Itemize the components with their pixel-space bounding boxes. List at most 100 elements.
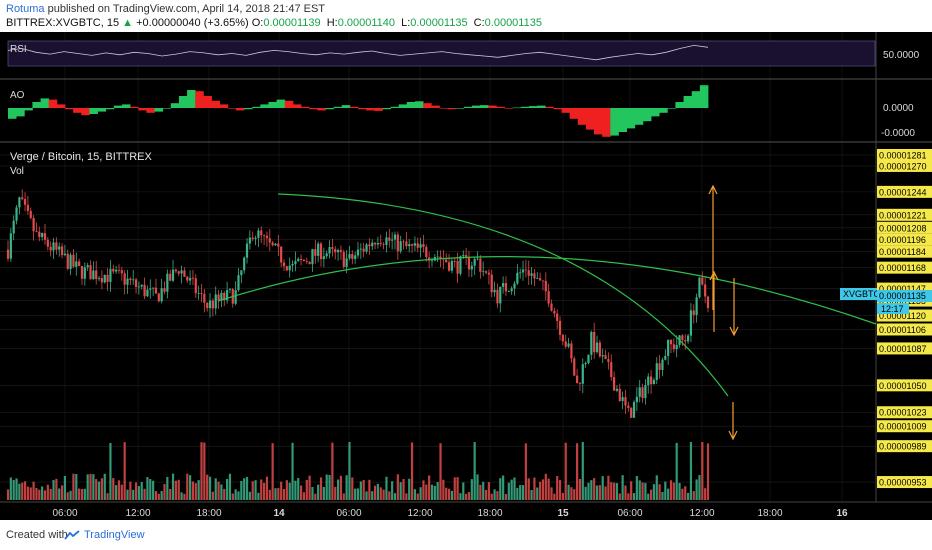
candle-body xyxy=(519,272,522,274)
candle-body xyxy=(516,272,519,284)
ao-bar xyxy=(585,108,595,130)
candle-body xyxy=(476,258,479,260)
time-tick-label: 12:00 xyxy=(125,508,150,519)
candle-body xyxy=(399,241,402,252)
candle-body xyxy=(282,262,286,267)
candle-body xyxy=(661,359,664,370)
candle-body xyxy=(428,257,431,261)
volume-bar xyxy=(376,483,380,500)
candle-body xyxy=(385,237,388,245)
candle-body xyxy=(35,231,38,233)
volume-bar xyxy=(41,486,44,500)
candle-body xyxy=(191,277,195,279)
projection-arrows xyxy=(708,184,739,441)
volume-bar xyxy=(140,482,143,500)
candle-body xyxy=(601,355,604,357)
ao-bar xyxy=(170,103,180,108)
ao-bar xyxy=(309,108,318,110)
volume-bar xyxy=(46,484,49,500)
volume-bar xyxy=(29,487,32,500)
volume-bar xyxy=(109,443,112,500)
candle-body xyxy=(140,284,143,287)
price-level-tag xyxy=(877,221,932,234)
ao-bar xyxy=(537,105,546,108)
volume-bar xyxy=(55,478,58,500)
volume-bar xyxy=(257,492,260,500)
candle-body xyxy=(240,270,243,276)
candle-body xyxy=(248,237,251,244)
volume-bar xyxy=(689,442,693,500)
tradingview-link[interactable]: TradingView xyxy=(84,529,145,541)
price-level-tag xyxy=(877,323,932,336)
volume-bar xyxy=(570,487,573,500)
volume-bar xyxy=(493,489,496,500)
volume-bar xyxy=(177,479,180,500)
candle-body xyxy=(305,260,308,262)
ao-bar xyxy=(659,108,668,113)
volume-bar xyxy=(35,487,38,500)
volume-bar xyxy=(587,482,590,500)
ao-bar xyxy=(504,108,514,109)
ao-bar xyxy=(349,106,359,108)
up-arrow-icon: ▲ xyxy=(122,17,134,29)
candlesticks xyxy=(6,189,710,419)
volume-bar xyxy=(248,491,251,500)
volume-bar xyxy=(223,488,226,500)
volume-bar xyxy=(541,479,545,500)
candle-body xyxy=(149,288,152,290)
ao-bar xyxy=(48,99,58,108)
volume-bar xyxy=(661,491,664,500)
volume-bar xyxy=(459,493,462,500)
volume-bar xyxy=(684,486,687,500)
candle-body xyxy=(41,233,44,237)
volume-bar xyxy=(447,488,451,500)
price-level-label: 0.00001120 xyxy=(879,311,926,321)
volume-bar xyxy=(328,474,331,500)
candle-body xyxy=(274,243,277,246)
candle-body xyxy=(109,268,112,282)
ao-bar xyxy=(268,102,278,108)
volume-bar xyxy=(382,489,385,500)
candle-body xyxy=(46,239,49,247)
ao-bar xyxy=(301,106,310,108)
volume-bar xyxy=(271,443,274,500)
candle-body xyxy=(450,260,454,271)
volume-bar xyxy=(416,493,419,500)
ao-label: AO xyxy=(10,90,25,101)
candle-body xyxy=(706,296,710,309)
volume-bar xyxy=(527,478,530,500)
candle-body xyxy=(652,379,656,385)
volume-bar xyxy=(143,488,146,500)
ao-bar xyxy=(366,108,375,111)
price-level-tag xyxy=(877,245,932,258)
volume-bar xyxy=(214,478,217,500)
candle-body xyxy=(391,239,394,241)
created-with-text: Created with xyxy=(6,529,68,541)
volume-bar xyxy=(288,482,291,500)
ao-bar xyxy=(618,108,628,132)
volume-bar xyxy=(669,480,673,500)
candle-body xyxy=(237,275,240,291)
candle-body xyxy=(206,302,209,309)
volume-bar xyxy=(371,491,374,500)
volume-bar xyxy=(456,477,459,500)
volume-bar xyxy=(450,490,454,500)
arrow-up-small xyxy=(709,270,719,332)
chart-area[interactable]: RSI 50.0000 AO 0.0000 -0.0000 Verge / Bi… xyxy=(0,32,932,520)
candle-body xyxy=(174,269,177,272)
candle-body xyxy=(410,244,414,246)
candle-body xyxy=(294,261,297,265)
ao-bar xyxy=(431,105,440,108)
volume-bar xyxy=(251,481,254,500)
volume-bar xyxy=(180,492,183,500)
candle-body xyxy=(658,363,661,370)
candle-body xyxy=(143,284,146,297)
ao-bar xyxy=(512,107,522,109)
candle-body xyxy=(95,270,98,280)
candle-body xyxy=(126,278,129,285)
candle-body xyxy=(393,234,397,240)
author-link[interactable]: Rotuma xyxy=(6,3,45,15)
volume-bar xyxy=(163,483,166,500)
ao-bar xyxy=(252,106,261,108)
volume-bar xyxy=(197,480,200,500)
